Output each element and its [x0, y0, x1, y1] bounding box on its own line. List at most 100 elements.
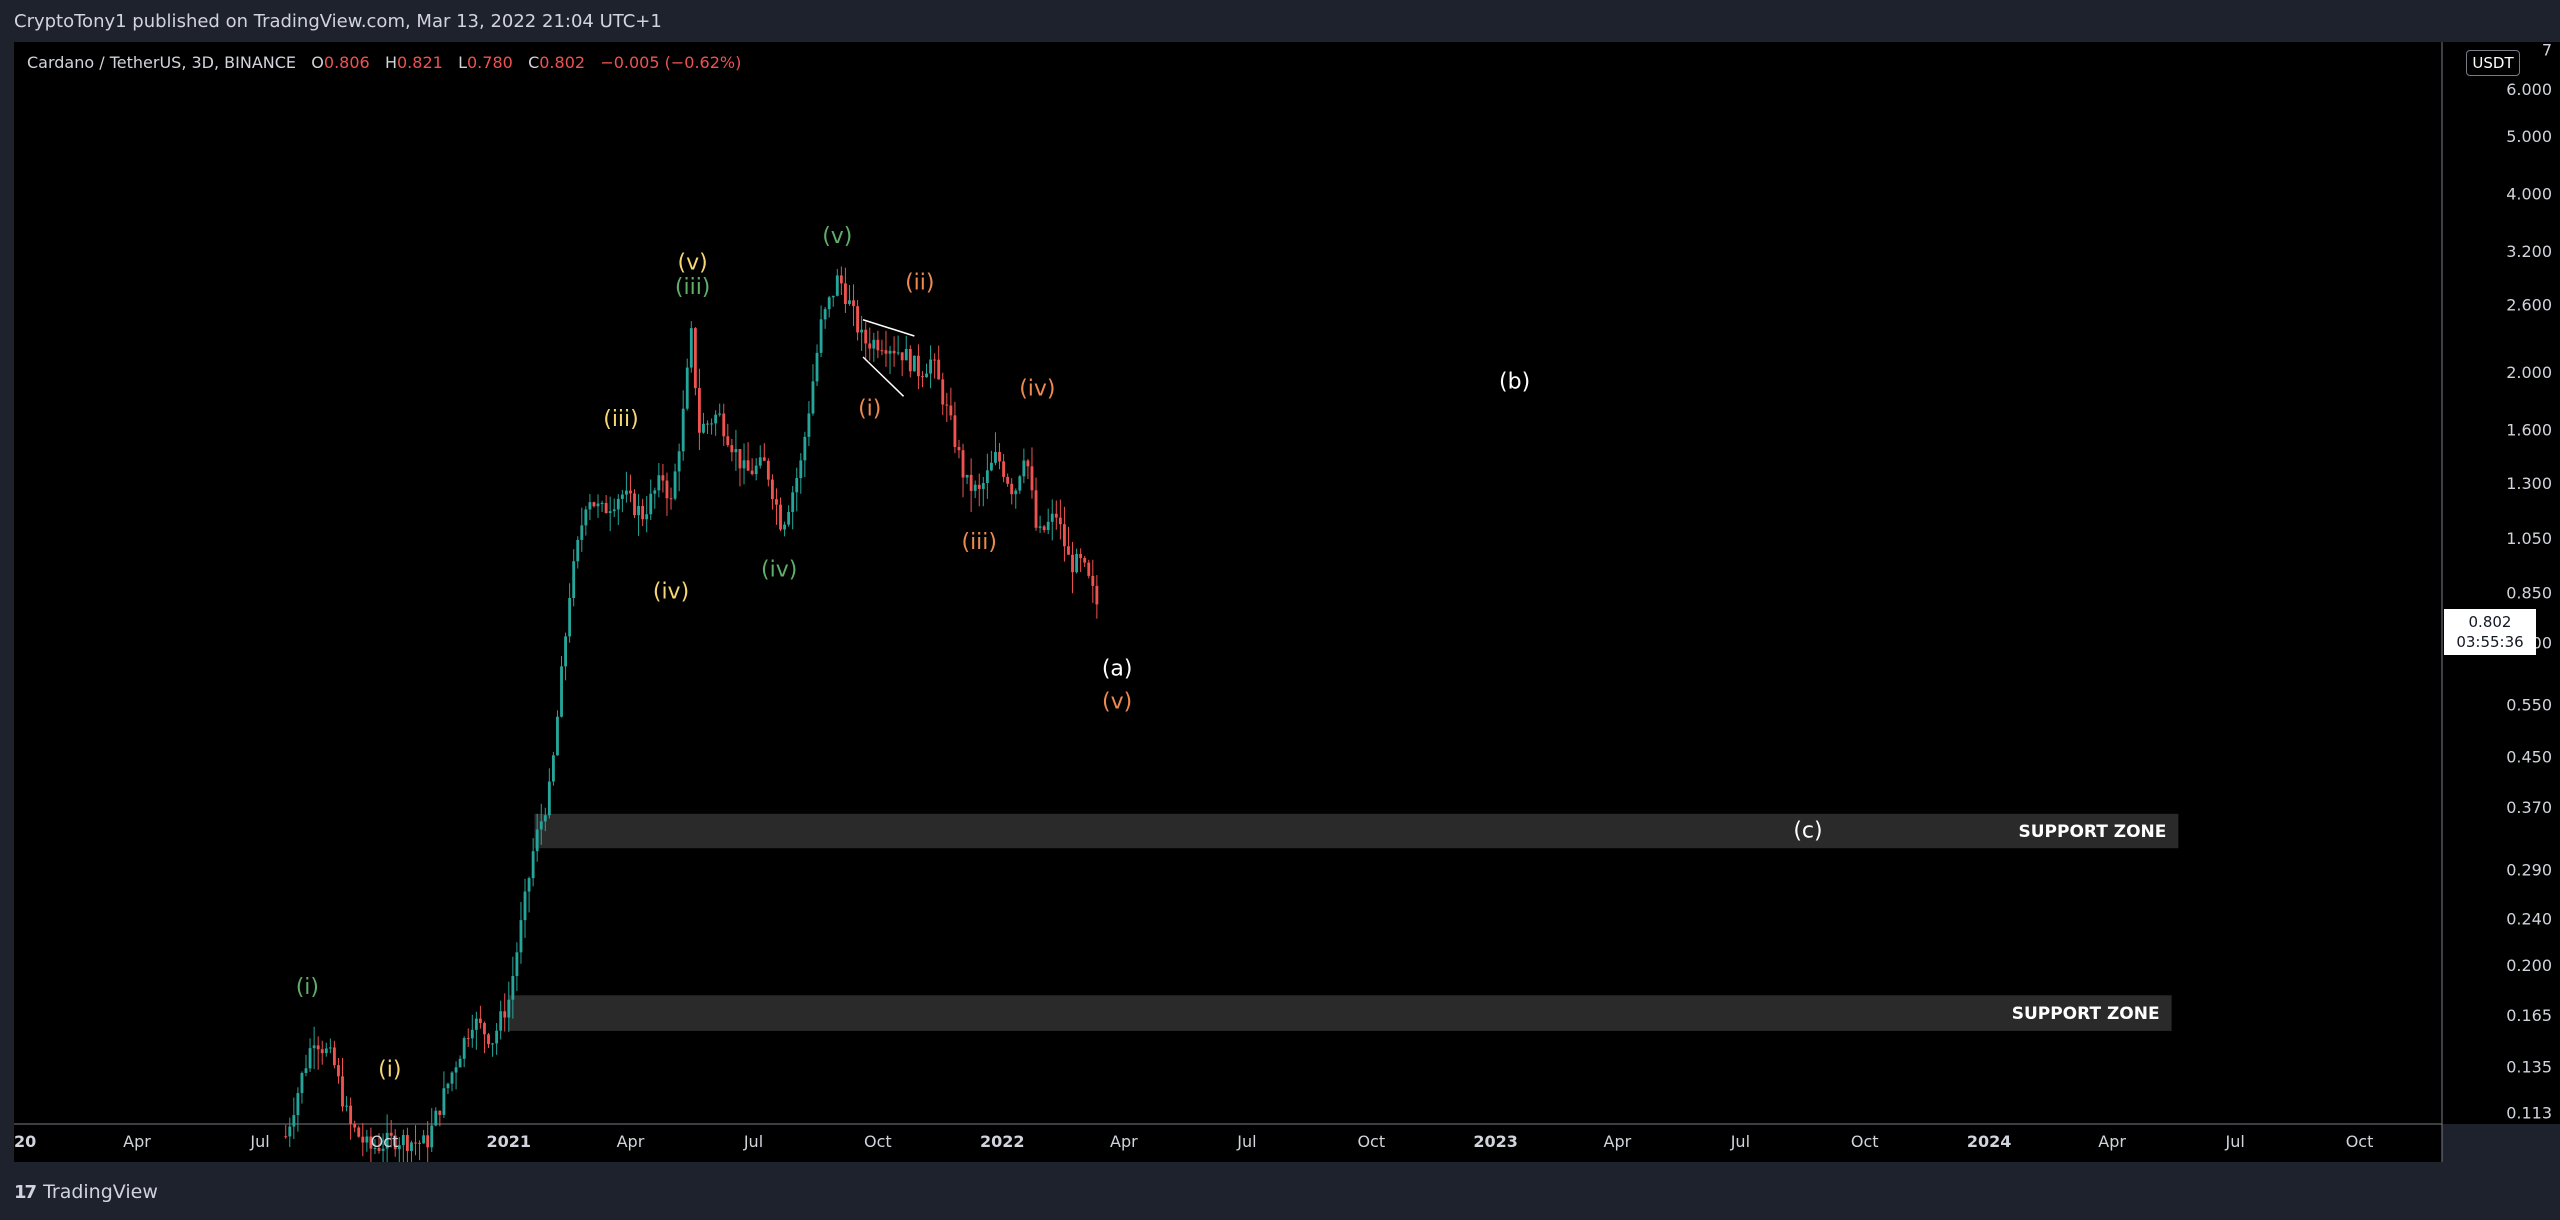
price-tick-label: 3.200: [2506, 242, 2552, 261]
candle-body: [1038, 526, 1042, 528]
candle-body: [1067, 546, 1070, 555]
candle-body: [710, 423, 713, 425]
candle-body: [1063, 524, 1066, 547]
candle-body: [377, 1147, 381, 1151]
candle-body: [361, 1136, 365, 1143]
candle-body: [1026, 460, 1030, 467]
candle-body: [604, 502, 608, 513]
wave-label: (b): [1499, 370, 1530, 395]
candle-body: [1075, 554, 1079, 573]
candle-body: [998, 451, 1001, 462]
candle-body: [791, 492, 795, 512]
candle-body: [547, 781, 551, 816]
candle-body: [629, 490, 632, 494]
wave-label: (i): [296, 975, 319, 1000]
wave-label: (iii): [961, 530, 997, 555]
candle-body: [823, 309, 827, 320]
candle-body: [669, 498, 673, 500]
time-tick-label: Oct: [371, 1132, 399, 1151]
time-tick-label: Jul: [1730, 1132, 1750, 1151]
candle-body: [381, 1148, 385, 1151]
candle-body: [856, 306, 860, 333]
candle-body: [527, 878, 531, 892]
candle-body: [827, 297, 831, 310]
candle-body: [876, 339, 880, 351]
price-tick-label: 0.135: [2506, 1058, 2552, 1077]
wave-label: (iv): [761, 558, 797, 583]
symbol-label[interactable]: Cardano / TetherUS, 3D, BINANCE: [27, 53, 297, 72]
candle-body: [1014, 490, 1018, 495]
wave-label: (ii): [905, 270, 934, 295]
low-label: L: [458, 53, 467, 72]
candle-body: [689, 328, 693, 368]
candle-body: [1079, 554, 1083, 558]
candle-body: [438, 1110, 442, 1115]
candle-body: [989, 462, 993, 471]
price-tick-label: 0.370: [2506, 798, 2552, 817]
wave-label: (i): [378, 1057, 401, 1082]
candle-body: [446, 1083, 450, 1089]
candle-body: [697, 388, 701, 433]
candle-body: [592, 502, 596, 507]
candle-body: [608, 511, 612, 513]
candle-body: [685, 367, 689, 409]
chart-canvas[interactable]: SUPPORT ZONE SUPPORT ZONE (i) (i) (iii) (iv) (…: [14, 42, 2560, 1162]
candle-body: [454, 1067, 458, 1073]
candle-body: [937, 359, 941, 380]
open-value: 0.806: [323, 53, 370, 72]
support-zone-label: SUPPORT ZONE: [2012, 1004, 2160, 1024]
candle-body: [722, 413, 726, 437]
candle-body: [511, 975, 515, 1000]
support-zone-1: [534, 813, 2179, 849]
candle-body: [831, 295, 835, 298]
tradingview-logo-text: TradingView: [43, 1181, 158, 1203]
candle-body: [495, 1030, 499, 1044]
price-tick-label: 0.240: [2506, 909, 2552, 928]
price-tick-label: 2.600: [2506, 295, 2552, 314]
candle-body: [397, 1145, 401, 1150]
candle-body: [564, 636, 567, 667]
price-tick-label: 0.165: [2506, 1006, 2552, 1025]
chart-area[interactable]: SUPPORT ZONE SUPPORT ZONE (i) (i) (iii) (iv) (…: [14, 42, 2560, 1162]
time-tick-label: Apr: [1604, 1132, 1632, 1151]
footer-bar: [0, 1164, 2560, 1220]
candle-body: [912, 355, 916, 372]
candle-body: [353, 1123, 357, 1128]
candle-body: [1002, 461, 1006, 477]
candle-body: [807, 413, 811, 437]
candle-body: [933, 359, 937, 361]
candle-body: [507, 999, 511, 1018]
candle-body: [292, 1115, 296, 1127]
triangle-trendline: [862, 356, 905, 397]
candle-body: [1083, 557, 1087, 563]
time-tick-label: 2022: [980, 1132, 1025, 1151]
candle-body: [900, 352, 904, 361]
candle-body: [365, 1136, 369, 1143]
candle-body: [718, 413, 722, 415]
candle-body: [775, 499, 778, 505]
time-tick-label: 2021: [487, 1132, 532, 1151]
currency-badge[interactable]: USDT: [2466, 50, 2520, 76]
candle-body: [637, 505, 640, 516]
candle-body: [414, 1142, 417, 1144]
candle-body: [750, 470, 754, 475]
candle-body: [738, 449, 742, 469]
open-label: O: [311, 53, 324, 72]
candle-body: [426, 1135, 430, 1148]
candle-body: [535, 829, 539, 852]
candle-body: [673, 471, 677, 499]
candle-body: [848, 300, 851, 305]
candle-body: [410, 1142, 413, 1151]
candle-body: [1091, 575, 1095, 586]
candle-body: [1071, 554, 1074, 573]
candle-body: [612, 509, 616, 512]
candle-body: [868, 343, 872, 349]
candle-body: [560, 666, 563, 717]
tradingview-logo[interactable]: 17 TradingView: [14, 1181, 158, 1203]
candle-body: [779, 504, 782, 530]
price-tick-label: 1.600: [2506, 421, 2552, 440]
candle-body: [422, 1135, 426, 1144]
price-tick-label: 1.050: [2506, 529, 2552, 548]
candle-body: [892, 350, 896, 354]
candle-body: [904, 348, 908, 361]
